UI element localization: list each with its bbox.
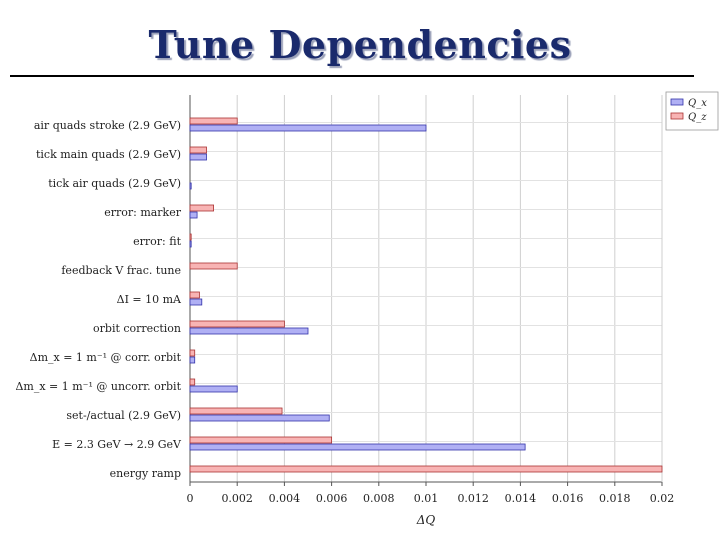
category-label: tick main quads (2.9 GeV) [36,148,181,161]
category-label: ΔI = 10 mA [117,293,182,306]
bar-qx [189,443,526,451]
category-label: E = 2.3 GeV → 2.9 GeV [52,438,182,451]
x-tick-label: 0 [187,492,194,505]
category-label: feedback V frac. tune [61,264,181,277]
category-label: Δm_x = 1 m⁻¹ @ uncorr. orbit [15,380,181,393]
legend-swatch [670,98,684,106]
bar-qz [189,436,333,444]
slide-title: Tune Dependencies [148,22,572,67]
bar-qx [189,327,309,335]
bar-qz [189,204,215,212]
category-label: Δm_x = 1 m⁻¹ @ corr. orbit [30,351,182,364]
category-label: energy ramp [110,467,181,480]
bar-qx [189,182,192,190]
x-tick-label: 0.02 [650,492,675,505]
bar-qz [189,233,192,241]
bar-qz [189,117,238,125]
bar-qz [189,291,200,299]
x-tick-label: 0.018 [599,492,631,505]
x-tick-label: 0.01 [414,492,439,505]
bar-qz [189,262,238,270]
x-tick-label: 0.008 [363,492,395,505]
legend-swatch [670,112,684,120]
x-tick-label: 0.016 [552,492,584,505]
bar-qz [189,146,207,154]
category-label: error: fit [133,235,181,248]
bar-qx [189,153,207,161]
x-tick-label: 0.006 [316,492,348,505]
category-label: set-/actual (2.9 GeV) [66,409,181,422]
bar-qx [189,385,238,393]
bar-qx [189,124,427,132]
legend-label: Q_z [688,112,707,123]
bar-qx [189,240,192,248]
bar-qx [189,298,203,306]
title-divider [10,75,694,77]
legend-label: Q_x [688,98,707,109]
x-tick-label: 0.002 [221,492,253,505]
bar-qx [189,211,198,219]
x-axis-title: ΔQ [416,513,436,527]
category-label: tick air quads (2.9 GeV) [48,177,181,190]
x-tick-label: 0.004 [269,492,301,505]
category-label: orbit correction [93,322,181,335]
category-label: air quads stroke (2.9 GeV) [34,119,181,132]
legend-box [665,91,719,131]
x-tick-label: 0.014 [505,492,537,505]
category-label: error: marker [104,206,182,219]
bar-qz [189,349,196,357]
bar-qz [189,378,196,386]
bar-qz [189,465,663,473]
bar-qz [189,320,285,328]
bar-qx [189,414,330,422]
bar-qx [189,356,196,364]
bar-qz [189,407,283,415]
x-tick-label: 0.012 [457,492,489,505]
